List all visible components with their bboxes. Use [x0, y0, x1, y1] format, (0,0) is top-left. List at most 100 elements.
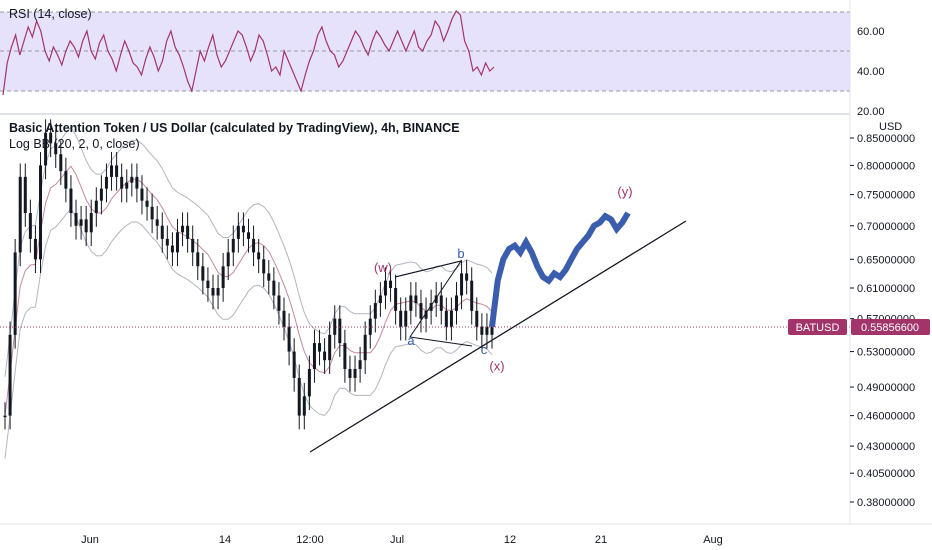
time-tick-label: Jul [390, 534, 404, 546]
candle-body [490, 326, 494, 335]
candles [3, 119, 494, 430]
candle-body [318, 343, 322, 352]
x-axis-bg [0, 524, 932, 550]
time-tick-label: 21 [595, 534, 607, 546]
candle-body [404, 310, 408, 327]
candle-body [140, 188, 144, 201]
candle-body [389, 280, 393, 289]
price-value-tag [851, 319, 930, 335]
candle-body [33, 238, 37, 260]
candle-body [186, 225, 190, 239]
price-tag: BATUSD 0.55856600 [788, 319, 930, 335]
candle-body [160, 225, 164, 239]
candle-body [196, 252, 200, 267]
candle-body [206, 280, 210, 289]
candle-body [170, 245, 174, 253]
wave-label: a [407, 333, 415, 348]
candle-body [221, 266, 225, 289]
price-tick-label: 0.70000000 [857, 221, 915, 233]
candle-body [343, 343, 347, 369]
candle-body [277, 295, 281, 311]
candle-body [44, 132, 48, 166]
candle-body [485, 326, 489, 335]
time-tick-label: 12 [504, 534, 516, 546]
price-panel: (w) b a c(x) (y) [0, 119, 850, 459]
rsi-tick-label: 60.00 [857, 26, 885, 38]
candle-body [358, 360, 362, 369]
currency-label: USD [879, 121, 903, 133]
candle-body [94, 200, 98, 214]
candle-body [110, 165, 114, 177]
candle-body [18, 176, 22, 253]
price-tick-label: 0.49000000 [857, 382, 915, 394]
candle-body [292, 351, 296, 378]
candle-body [13, 252, 17, 335]
rsi-line [2, 10, 495, 96]
wave-labels: (w) b a c(x) (y) [374, 184, 633, 374]
candle-body [23, 176, 27, 214]
candle-body [115, 165, 119, 177]
bollinger-bands [4, 126, 493, 459]
candle-body [125, 182, 129, 189]
candle-body [363, 334, 367, 361]
candle-body [307, 368, 311, 397]
price-tick-label: 0.75000000 [857, 190, 915, 202]
candle-body [470, 280, 474, 311]
bb-upper [4, 126, 493, 377]
candle-body [216, 288, 220, 296]
y-axis-bg [850, 0, 932, 524]
candle-body [181, 225, 185, 233]
candle-body [226, 252, 230, 267]
candle-body [383, 280, 387, 296]
price-tick-label: 0.46000000 [857, 411, 915, 423]
wave-line-2 [394, 260, 462, 278]
candle-body [282, 310, 286, 327]
wave-label: (y) [617, 184, 632, 199]
bb-indicator-label[interactable]: Log BB (20, 2, 0, close) [9, 137, 140, 151]
candle-body [59, 154, 63, 172]
candle-body [348, 368, 352, 378]
candle-body [74, 213, 78, 226]
candle-body [429, 303, 433, 311]
price-tick-label: 0.61000000 [857, 283, 915, 295]
candle-body [49, 132, 53, 144]
candle-body [333, 318, 337, 335]
trend-line [309, 220, 687, 453]
chart-title: Basic Attention Token / US Dollar (calcu… [9, 121, 460, 135]
candle-body [297, 377, 301, 416]
price-tick-label: 0.40500000 [857, 468, 915, 480]
candle-body [145, 200, 149, 207]
candle-body [89, 213, 93, 233]
candle-body [165, 238, 169, 246]
candle-body [465, 273, 469, 281]
candle-body [419, 303, 423, 319]
price-tick-label: 0.43000000 [857, 441, 915, 453]
rsi-panel [0, 10, 850, 96]
symbol-tag-text: BATUSD [796, 322, 840, 334]
candle-body [130, 176, 134, 183]
price-tick-label: 0.85000000 [857, 133, 915, 145]
candle-body [201, 266, 205, 281]
candle-body [39, 165, 43, 260]
wave-label: (w) [374, 260, 392, 275]
candle-body [353, 368, 357, 378]
rsi-indicator-label[interactable]: RSI (14, close) [9, 7, 92, 21]
candle-body [150, 206, 154, 220]
candle-body [399, 310, 403, 327]
wave-label: b [457, 246, 464, 261]
time-tick-label: 14 [219, 534, 231, 546]
candle-body [252, 238, 256, 253]
candle-body [439, 295, 443, 311]
candle-body [475, 310, 479, 327]
candle-body [8, 334, 12, 416]
candle-body [409, 295, 413, 311]
time-tick-label: 12:00 [296, 534, 324, 546]
candle-body [211, 288, 215, 296]
price-tick-label: 0.65000000 [857, 254, 915, 266]
candle-body [394, 288, 398, 311]
forecast-path [489, 211, 631, 328]
symbol-tag [788, 319, 847, 335]
candle-body [312, 343, 316, 369]
time-tick-label: Aug [703, 534, 723, 546]
